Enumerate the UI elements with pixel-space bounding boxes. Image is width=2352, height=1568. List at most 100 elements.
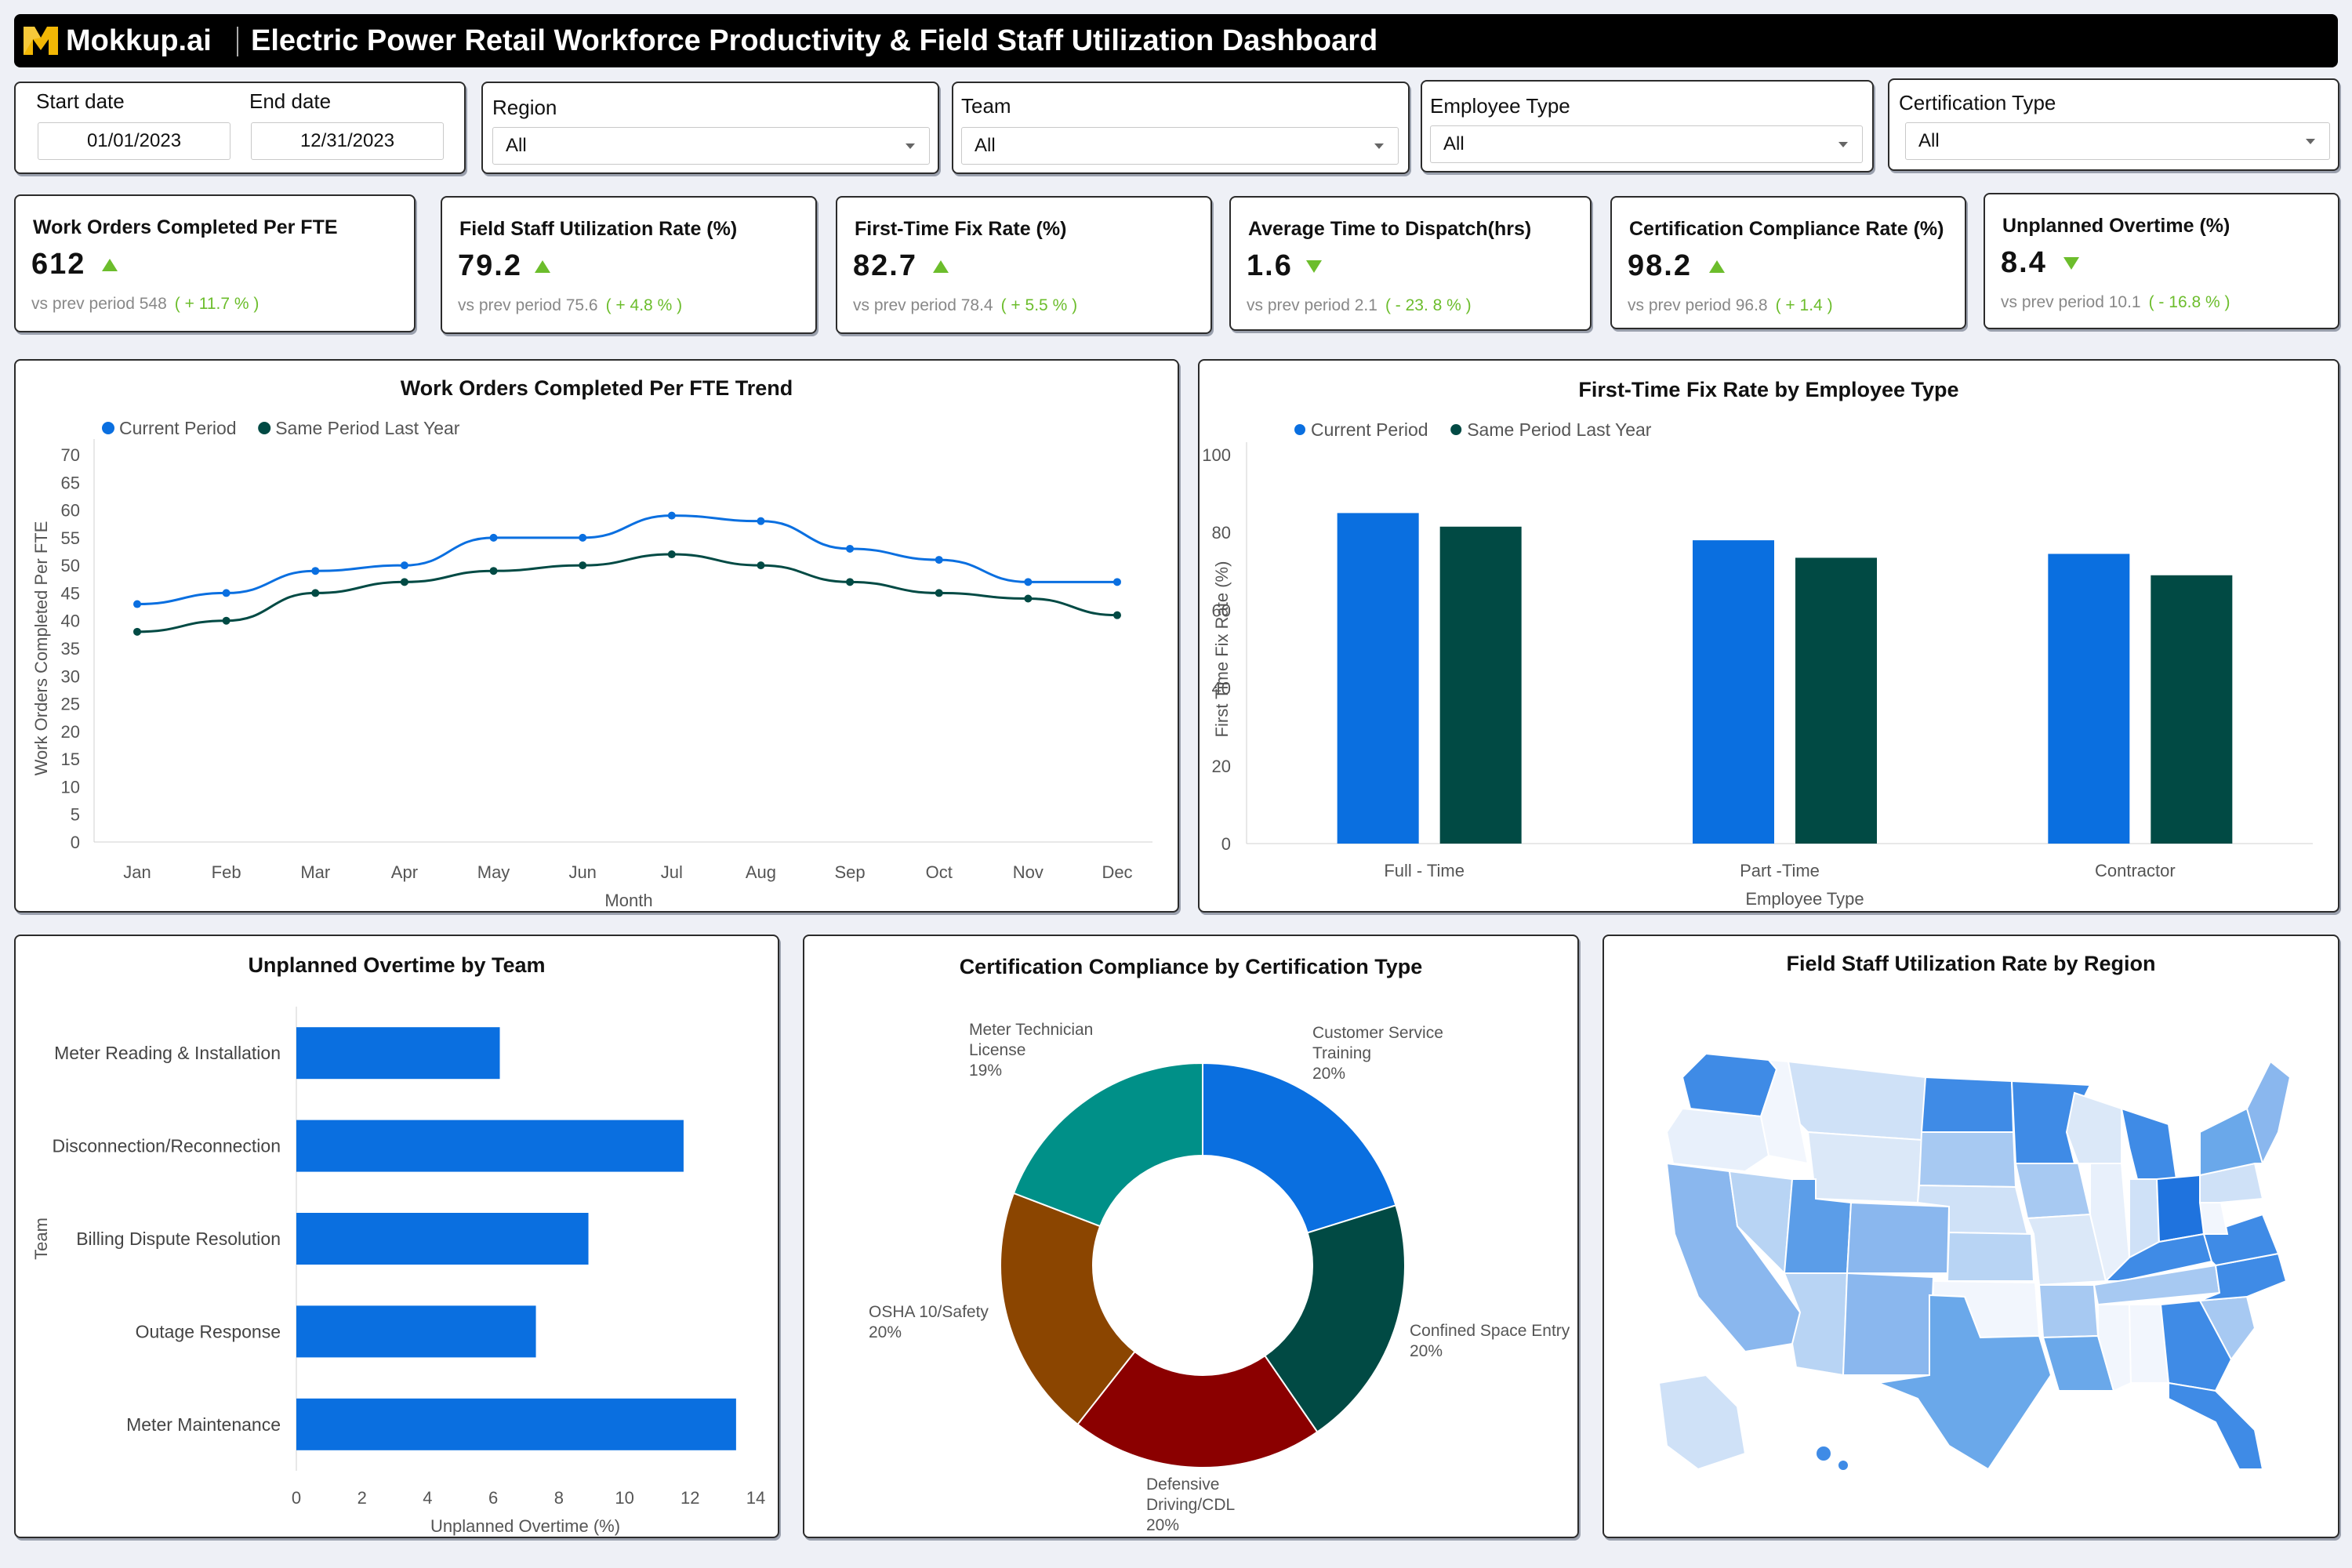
y-tick-label: 100 xyxy=(1202,445,1231,465)
slice-label: OSHA 10/Safety xyxy=(869,1303,989,1321)
region-hawaii xyxy=(1815,1445,1832,1462)
region-new-york xyxy=(2199,1107,2264,1177)
data-point xyxy=(1113,578,1121,586)
certification-type-dropdown[interactable]: All xyxy=(1905,122,2330,160)
region-georgia xyxy=(2159,1299,2233,1392)
bar xyxy=(1337,513,1419,844)
data-point xyxy=(400,561,408,570)
unplanned-overtime-card: Unplanned Overtime by Team Meter Reading… xyxy=(14,935,779,1538)
region-kansas xyxy=(1946,1231,2035,1282)
x-axis-title: Employee Type xyxy=(1745,889,1864,909)
kpi-title: Field Staff Utilization Rate (%) xyxy=(459,218,738,240)
trend-up-icon xyxy=(933,260,949,273)
kpi-change: ( - 23. 8 % ) xyxy=(1385,296,1472,314)
slice-label: Meter Technician xyxy=(969,1021,1093,1039)
kpi-title: First-Time Fix Rate (%) xyxy=(855,218,1067,240)
data-point xyxy=(489,567,498,575)
y-tick-label: 25 xyxy=(61,695,80,714)
data-point xyxy=(222,616,230,625)
bar xyxy=(296,1398,736,1450)
y-tick-label: Disconnection/Reconnection xyxy=(52,1136,281,1156)
y-tick-label: 45 xyxy=(61,583,80,603)
bar xyxy=(296,1120,684,1172)
y-axis-title: Work Orders Completed Per FTE xyxy=(31,521,51,776)
kpi-card-utilization: Field Staff Utilization Rate (%) 79.2 vs… xyxy=(441,196,817,334)
y-tick-label: 60 xyxy=(61,501,80,521)
region-dropdown[interactable]: All xyxy=(492,127,930,165)
donut-slice xyxy=(1076,1350,1319,1468)
team-value: All xyxy=(975,135,996,156)
x-tick-label: Apr xyxy=(391,862,418,882)
legend-marker xyxy=(258,422,271,434)
region-value: All xyxy=(506,135,527,156)
kpi-value: 8.4 xyxy=(2001,246,2047,279)
region-minnesota xyxy=(2010,1080,2092,1164)
region-florida xyxy=(2168,1381,2264,1470)
slice-percent-label: 20% xyxy=(1146,1516,1179,1534)
kpi-change: ( - 16.8 % ) xyxy=(2148,293,2230,311)
region-arkansas xyxy=(2038,1284,2100,1339)
date-range-filter: Start date End date 01/01/2023 12/31/202… xyxy=(14,82,466,174)
kpi-card-first-time-fix: First-Time Fix Rate (%) 82.7 vs prev per… xyxy=(836,196,1212,334)
y-tick-label: Meter Maintenance xyxy=(126,1414,281,1435)
x-tick-label: Sep xyxy=(835,862,866,882)
region-mississippi xyxy=(2097,1304,2132,1392)
data-point xyxy=(133,627,141,636)
certification-compliance-card: Certification Compliance by Certificatio… xyxy=(803,935,1579,1538)
data-point xyxy=(311,589,320,597)
region-colorado xyxy=(1846,1201,1951,1274)
region-wisconsin xyxy=(2065,1091,2122,1164)
x-tick-label: Nov xyxy=(1013,862,1044,882)
x-tick-label: May xyxy=(477,862,510,882)
us-choropleth-map xyxy=(1657,1052,2292,1472)
certification-type-value: All xyxy=(1918,130,1940,151)
data-point xyxy=(489,533,498,542)
trend-up-icon xyxy=(102,259,118,271)
data-point xyxy=(579,533,587,542)
bar xyxy=(2151,575,2233,844)
kpi-value: 1.6 xyxy=(1247,249,1293,282)
brand-name: Mokkup.ai xyxy=(66,24,212,57)
team-dropdown[interactable]: All xyxy=(961,127,1399,165)
kpi-title: Unplanned Overtime (%) xyxy=(2002,215,2230,237)
kpi-card-certification-compliance: Certification Compliance Rate (%) 98.2 v… xyxy=(1610,196,1966,329)
x-tick-label: 2 xyxy=(358,1488,367,1508)
first-time-fix-bar-chart: Current Period Same Period Last Year 0 20 40… xyxy=(1202,419,2313,909)
kpi-value: 82.7 xyxy=(853,249,917,282)
kpi-comparison: vs prev period 548( + 11.7 % ) xyxy=(31,295,260,313)
x-tick-label: 8 xyxy=(554,1488,564,1508)
legend-marker xyxy=(1294,424,1305,435)
data-point xyxy=(935,589,943,597)
x-tick-label: Aug xyxy=(746,862,776,882)
y-tick-label: 20 xyxy=(61,722,80,742)
x-tick-label: 10 xyxy=(615,1488,633,1508)
chart-title: Certification Compliance by Certificatio… xyxy=(959,955,1423,978)
region-wyoming xyxy=(1806,1131,1923,1204)
x-tick-label: 4 xyxy=(423,1488,432,1508)
kpi-value: 612 xyxy=(31,248,86,281)
work-orders-trend-card: Work Orders Completed Per FTE Trend Curr… xyxy=(14,359,1179,913)
region-pacific-northwest xyxy=(1681,1052,1778,1118)
legend-label: Same Period Last Year xyxy=(1467,419,1652,440)
legend-label: Current Period xyxy=(119,418,237,438)
data-point xyxy=(935,556,943,564)
employee-type-dropdown[interactable]: All xyxy=(1430,125,1863,163)
donut-slice xyxy=(1012,1062,1203,1228)
legend-label: Current Period xyxy=(1311,419,1428,440)
start-date-input[interactable]: 01/01/2023 xyxy=(38,122,230,160)
kpi-card-work-orders: Work Orders Completed Per FTE 612 vs pre… xyxy=(14,194,416,332)
chart-title: Work Orders Completed Per FTE Trend xyxy=(400,376,793,400)
employee-type-filter: Employee Type All xyxy=(1421,80,1874,172)
kpi-change: ( + 1.4 ) xyxy=(1775,296,1833,314)
x-tick-label: Mar xyxy=(300,862,330,882)
kpi-title: Average Time to Dispatch(hrs) xyxy=(1248,218,1532,240)
y-tick-label: 0 xyxy=(1221,834,1231,854)
donut-slice xyxy=(1000,1192,1136,1426)
data-point xyxy=(400,578,408,586)
first-time-fix-card: First-Time Fix Rate by Employee Type Cur… xyxy=(1198,359,2339,913)
x-axis-title: Unplanned Overtime (%) xyxy=(430,1516,620,1536)
y-tick-label: Meter Reading & Installation xyxy=(54,1043,281,1063)
end-date-input[interactable]: 12/31/2023 xyxy=(251,122,444,160)
certification-donut-chart: Customer Service Training 20% Confined Spac… xyxy=(869,1021,1570,1534)
region-iowa xyxy=(2014,1163,2092,1220)
